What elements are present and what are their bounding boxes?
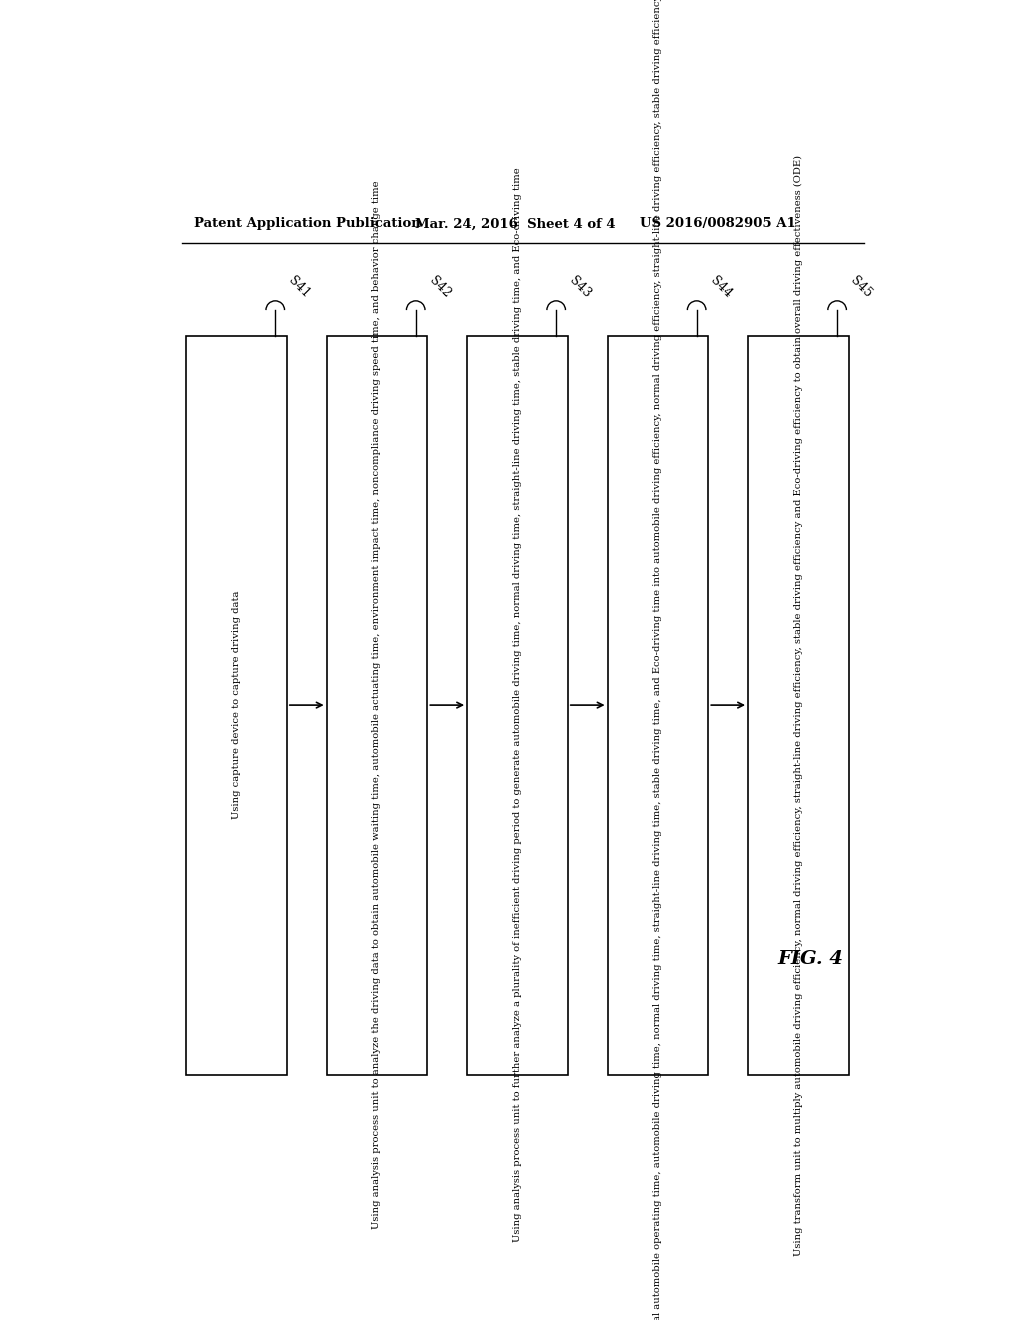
Text: S41: S41 xyxy=(286,275,312,301)
Text: Using analysis process unit to further analyze a plurality of inefficient drivin: Using analysis process unit to further a… xyxy=(513,168,522,1242)
Text: S44: S44 xyxy=(708,275,734,301)
Text: Using analysis process unit to analyze the driving data to obtain automobile wai: Using analysis process unit to analyze t… xyxy=(373,181,382,1229)
Text: Using capture device to capture driving data: Using capture device to capture driving … xyxy=(232,591,241,820)
Bar xyxy=(186,335,287,1074)
Bar xyxy=(748,335,849,1074)
Text: US 2016/0082905 A1: US 2016/0082905 A1 xyxy=(640,218,796,231)
Text: FIG. 4: FIG. 4 xyxy=(777,950,843,968)
Text: S43: S43 xyxy=(567,275,594,301)
Text: S42: S42 xyxy=(427,275,453,301)
Bar xyxy=(607,335,709,1074)
Text: Using transform unit to multiply automobile driving efficiency, normal driving e: Using transform unit to multiply automob… xyxy=(794,154,803,1255)
Bar xyxy=(327,335,427,1074)
Text: S45: S45 xyxy=(848,275,874,301)
Text: Using transform unit to further transform total automobile operating time, autom: Using transform unit to further transfor… xyxy=(653,0,663,1320)
Bar xyxy=(467,335,568,1074)
Text: Mar. 24, 2016  Sheet 4 of 4: Mar. 24, 2016 Sheet 4 of 4 xyxy=(415,218,615,231)
Text: Patent Application Publication: Patent Application Publication xyxy=(194,218,421,231)
